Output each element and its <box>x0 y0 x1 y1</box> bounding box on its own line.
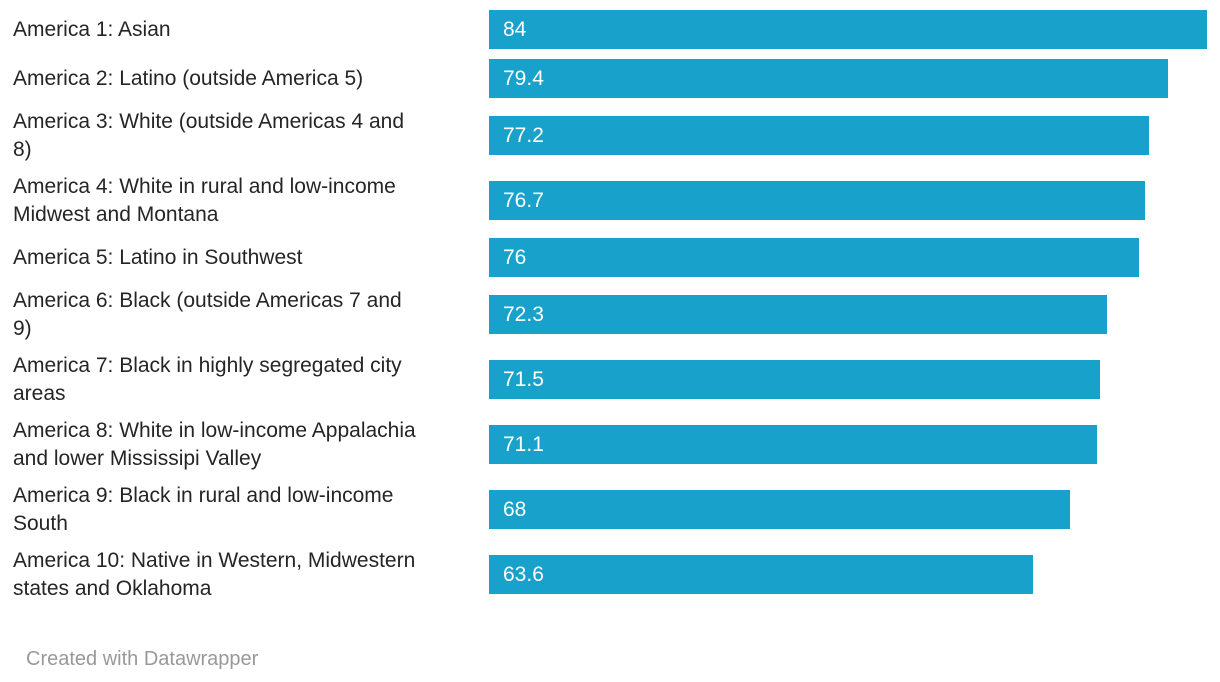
category-label-line: 9) <box>13 316 32 340</box>
value-label: 71.1 <box>503 432 544 456</box>
category-label: America 3: White (outside Americas 4 and… <box>13 108 489 163</box>
value-label: 68 <box>503 497 527 521</box>
category-label-line: states and Oklahoma <box>13 576 212 600</box>
bar-row: America 6: Black (outside Americas 7 and… <box>13 287 1207 342</box>
bar: 84 <box>489 10 1207 49</box>
category-label-line: America 6: Black (outside Americas 7 and <box>13 289 402 312</box>
category-label: America 6: Black (outside Americas 7 and… <box>13 287 489 342</box>
bar: 68 <box>489 490 1071 529</box>
bar-row: America 2: Latino (outside America 5) 79.… <box>13 59 1207 98</box>
bar-track: 84 <box>489 10 1207 49</box>
bar-track: 79.4 <box>489 59 1207 98</box>
bar-track: 76 <box>489 238 1207 277</box>
category-label-line: Midwest and Montana <box>13 202 219 226</box>
bar: 71.5 <box>489 360 1101 399</box>
bar: 71.1 <box>489 425 1097 464</box>
category-label-line: America 8: White in low-income Appalachi… <box>13 419 416 442</box>
bar: 63.6 <box>489 555 1033 594</box>
bar: 72.3 <box>489 295 1107 334</box>
value-label: 71.5 <box>503 367 544 391</box>
bar-row: America 10: Native in Western, Midwester… <box>13 547 1207 602</box>
bar-track: 68 <box>489 490 1207 529</box>
category-label-line: 8) <box>13 137 32 161</box>
bar-track: 72.3 <box>489 295 1207 334</box>
value-label: 76 <box>503 245 527 269</box>
category-label: America 1: Asian <box>13 16 489 44</box>
bar-track: 77.2 <box>489 116 1207 155</box>
value-label: 76.7 <box>503 188 544 212</box>
category-label-line: areas <box>13 381 66 405</box>
bar-row: America 4: White in rural and low-income… <box>13 173 1207 228</box>
value-label: 84 <box>503 17 527 41</box>
category-label-line: America 5: Latino in Southwest <box>13 245 303 269</box>
bar: 77.2 <box>489 116 1149 155</box>
category-label: America 9: Black in rural and low-income… <box>13 482 489 537</box>
bar: 76 <box>489 238 1139 277</box>
category-label-line: America 1: Asian <box>13 17 171 41</box>
bar-row: America 7: Black in highly segregated ci… <box>13 352 1207 407</box>
bar: 79.4 <box>489 59 1168 98</box>
bar-row: America 8: White in low-income Appalachi… <box>13 417 1207 472</box>
category-label-line: South <box>13 511 68 535</box>
bar-row: America 9: Black in rural and low-income… <box>13 482 1207 537</box>
category-label-line: America 9: Black in rural and low-income <box>13 484 394 507</box>
category-label: America 10: Native in Western, Midwester… <box>13 547 489 602</box>
bar: 76.7 <box>489 181 1145 220</box>
bar-row: America 1: Asian 84 <box>13 10 1207 49</box>
category-label: America 4: White in rural and low-income… <box>13 173 489 228</box>
bar-row: America 3: White (outside Americas 4 and… <box>13 108 1207 163</box>
bar-track: 76.7 <box>489 181 1207 220</box>
category-label-line: America 3: White (outside Americas 4 and <box>13 110 405 133</box>
category-label-line: America 10: Native in Western, Midwester… <box>13 549 416 572</box>
value-label: 79.4 <box>503 66 544 90</box>
value-label: 77.2 <box>503 123 544 147</box>
category-label: America 8: White in low-income Appalachi… <box>13 417 489 472</box>
value-label: 63.6 <box>503 562 544 586</box>
category-label: America 2: Latino (outside America 5) <box>13 65 489 93</box>
category-label-line: America 4: White in rural and low-income <box>13 175 396 198</box>
chart-rows: America 1: Asian 84 America 2: Latino (out… <box>13 10 1207 602</box>
bar-row: America 5: Latino in Southwest 76 <box>13 238 1207 277</box>
category-label: America 5: Latino in Southwest <box>13 244 489 272</box>
category-label-line: and lower Mississipi Valley <box>13 446 262 470</box>
bar-track: 71.5 <box>489 360 1207 399</box>
bar-track: 63.6 <box>489 555 1207 594</box>
datawrapper-attribution-link[interactable]: Created with Datawrapper <box>26 648 259 670</box>
bar-track: 71.1 <box>489 425 1207 464</box>
chart-footer: Created with Datawrapper <box>26 648 1194 671</box>
category-label-line: America 7: Black in highly segregated ci… <box>13 354 402 377</box>
category-label: America 7: Black in highly segregated ci… <box>13 352 489 407</box>
category-label-line: America 2: Latino (outside America 5) <box>13 66 364 90</box>
value-label: 72.3 <box>503 302 544 326</box>
